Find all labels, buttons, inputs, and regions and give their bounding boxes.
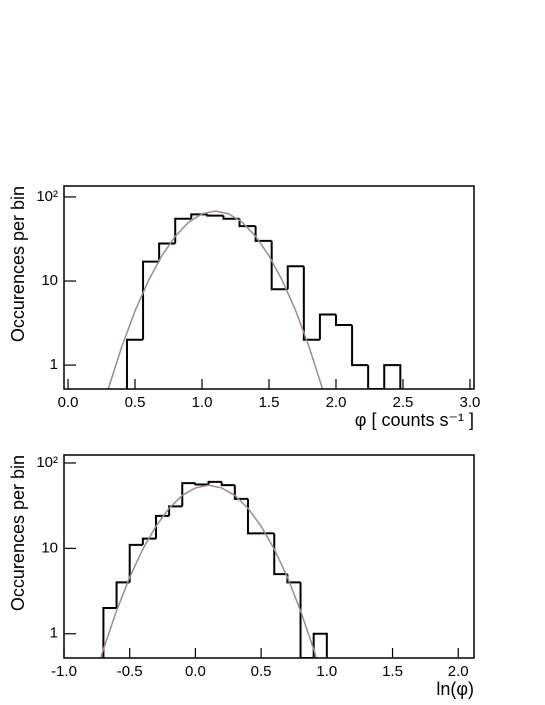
- fit-curve: [107, 210, 324, 389]
- x-tick-label: -0.5: [117, 663, 143, 680]
- histogram-bin: [115, 581, 130, 609]
- histogram-bin: [220, 481, 235, 487]
- x-tick-label: 0.0: [58, 394, 79, 411]
- histogram-bin: [318, 313, 336, 340]
- x-tick-label: 2.0: [448, 663, 469, 680]
- histogram-bin: [154, 514, 170, 539]
- histogram-bin: [181, 482, 196, 507]
- y-tick-label: 1: [50, 625, 58, 642]
- x-tick-label: 1.0: [316, 663, 337, 680]
- histogram-bin: [383, 364, 402, 389]
- x-tick-label: 2.5: [393, 394, 414, 411]
- histogram-bin: [233, 485, 248, 500]
- histogram-bin: [158, 242, 176, 262]
- histogram-bin: [141, 537, 156, 545]
- histogram-bin: [312, 632, 328, 658]
- y-tick-label: 10: [41, 539, 58, 556]
- y-tick-label: 10²: [36, 188, 58, 205]
- plot-group: -1.0 -0.5 0.0 0.5 1.0 1.5 2.0 1 10 10² ln(φ) Occure…: [8, 454, 475, 699]
- histogram-bin: [367, 365, 385, 389]
- histogram-bin: [299, 582, 314, 658]
- histogram-bin: [194, 483, 209, 486]
- x-tick-label: 3.0: [460, 394, 481, 411]
- plot-group: 0.0 0.5 1.0 1.5 2.0 2.5 3.0 1 10 10² φ [ counts s⁻…: [8, 185, 481, 430]
- plot-frame: [63, 185, 475, 390]
- x-tick-label: 1.5: [259, 394, 280, 411]
- x-tick-label: 1.0: [192, 394, 213, 411]
- histogram-bin: [102, 607, 117, 658]
- x-tick-label: 2.0: [326, 394, 347, 411]
- y-tick-label: 10: [41, 272, 58, 289]
- x-tick-label: 0.5: [251, 663, 272, 680]
- x-axis-label: ln(φ): [436, 679, 474, 699]
- histogram-bin: [351, 325, 369, 367]
- histogram-bin: [222, 215, 240, 220]
- histogram-bin: [128, 543, 143, 583]
- histogram-bin: [273, 533, 288, 576]
- histogram-bin: [286, 265, 304, 290]
- x-axis-label: φ [ counts s⁻¹ ]: [355, 410, 474, 430]
- y-axis-label: Occurences per bin: [8, 186, 28, 342]
- histogram-bin: [174, 217, 192, 244]
- histogram-bin: [246, 498, 262, 535]
- y-tick-label: 10²: [36, 454, 58, 471]
- fit-curve: [100, 484, 318, 658]
- plot-frame: [63, 454, 475, 659]
- histogram-bin: [207, 480, 222, 485]
- histogram-bin: [302, 266, 320, 341]
- x-tick-label: -1.0: [51, 663, 77, 680]
- histogram-bin: [168, 505, 183, 516]
- x-tick-label: 0.5: [125, 394, 146, 411]
- x-tick-label: 1.5: [382, 663, 403, 680]
- histogram-bin: [254, 226, 272, 242]
- histogram-bin: [206, 214, 224, 217]
- plot-area: [107, 210, 402, 389]
- x-tick-label: 0.0: [185, 663, 206, 680]
- histogram-bin: [125, 338, 144, 389]
- histogram-bin: [334, 314, 353, 327]
- histogram-bin: [270, 240, 288, 291]
- y-axis-label: Occurences per bin: [8, 455, 28, 611]
- histogram-bin: [142, 260, 160, 340]
- plot-area: [100, 480, 328, 658]
- y-tick-label: 1: [50, 356, 58, 373]
